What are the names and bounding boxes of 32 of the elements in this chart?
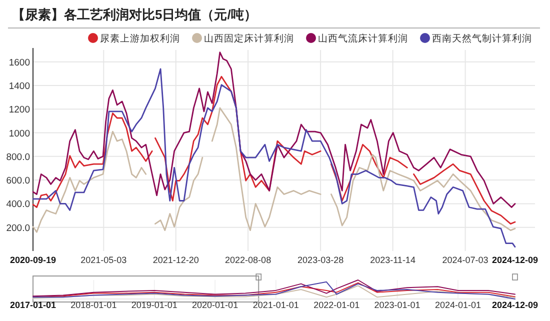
x-tick-label: 2024-12-09 [492, 255, 538, 265]
y-tick-label: 1400 [8, 80, 30, 92]
y-tick-label: 800.0 [6, 152, 30, 163]
legend-label: 山西气流床计算利润 [318, 32, 408, 44]
x-tick-label: 2024-07-03 [442, 255, 488, 265]
x-tick-label: 2024-12-09 [492, 300, 538, 310]
y-tick-label: 1000 [8, 128, 30, 140]
x-tick-label: 2022-08-08 [225, 255, 272, 265]
x-tick-label: 2017-01-01 [10, 300, 56, 310]
y-tick-label: 400.0 [6, 199, 30, 210]
legend-label: 山西固定床计算利润 [204, 32, 294, 44]
legend-label: 西南天然气制计算利润 [432, 32, 532, 44]
x-tick-label: 2023-03-28 [298, 255, 344, 265]
line-series [32, 68, 516, 248]
x-tick-label: 2021-12-20 [152, 255, 199, 265]
x-tick-label: 2022-01-01 [314, 300, 360, 310]
x-tick-label: 2020-01-01 [192, 300, 238, 310]
x-tick-label: 2021-05-03 [80, 255, 127, 265]
x-tick-label: 2018-01-01 [70, 300, 117, 310]
legend-label: 尿素上游加权利润 [100, 32, 180, 44]
line-series [32, 52, 516, 208]
chart-title: 【尿素】各工艺利润对比5日均值（元/吨） [12, 7, 257, 22]
x-tick-label: 2023-11-14 [370, 255, 416, 265]
y-tick-label: 200.0 [6, 222, 30, 234]
x-tick-label: 2021-01-01 [252, 300, 299, 310]
y-tick-label: 1600 [8, 57, 30, 68]
x-tick-label: 2024-01-01 [434, 300, 481, 310]
y-tick-label: 600.0 [6, 176, 30, 187]
x-tick-label: 2019-01-01 [131, 300, 178, 310]
x-tick-label: 2023-01-01 [374, 300, 420, 310]
y-tick-label: 1200 [8, 104, 30, 116]
x-tick-label: 2020-09-19 [10, 255, 56, 265]
